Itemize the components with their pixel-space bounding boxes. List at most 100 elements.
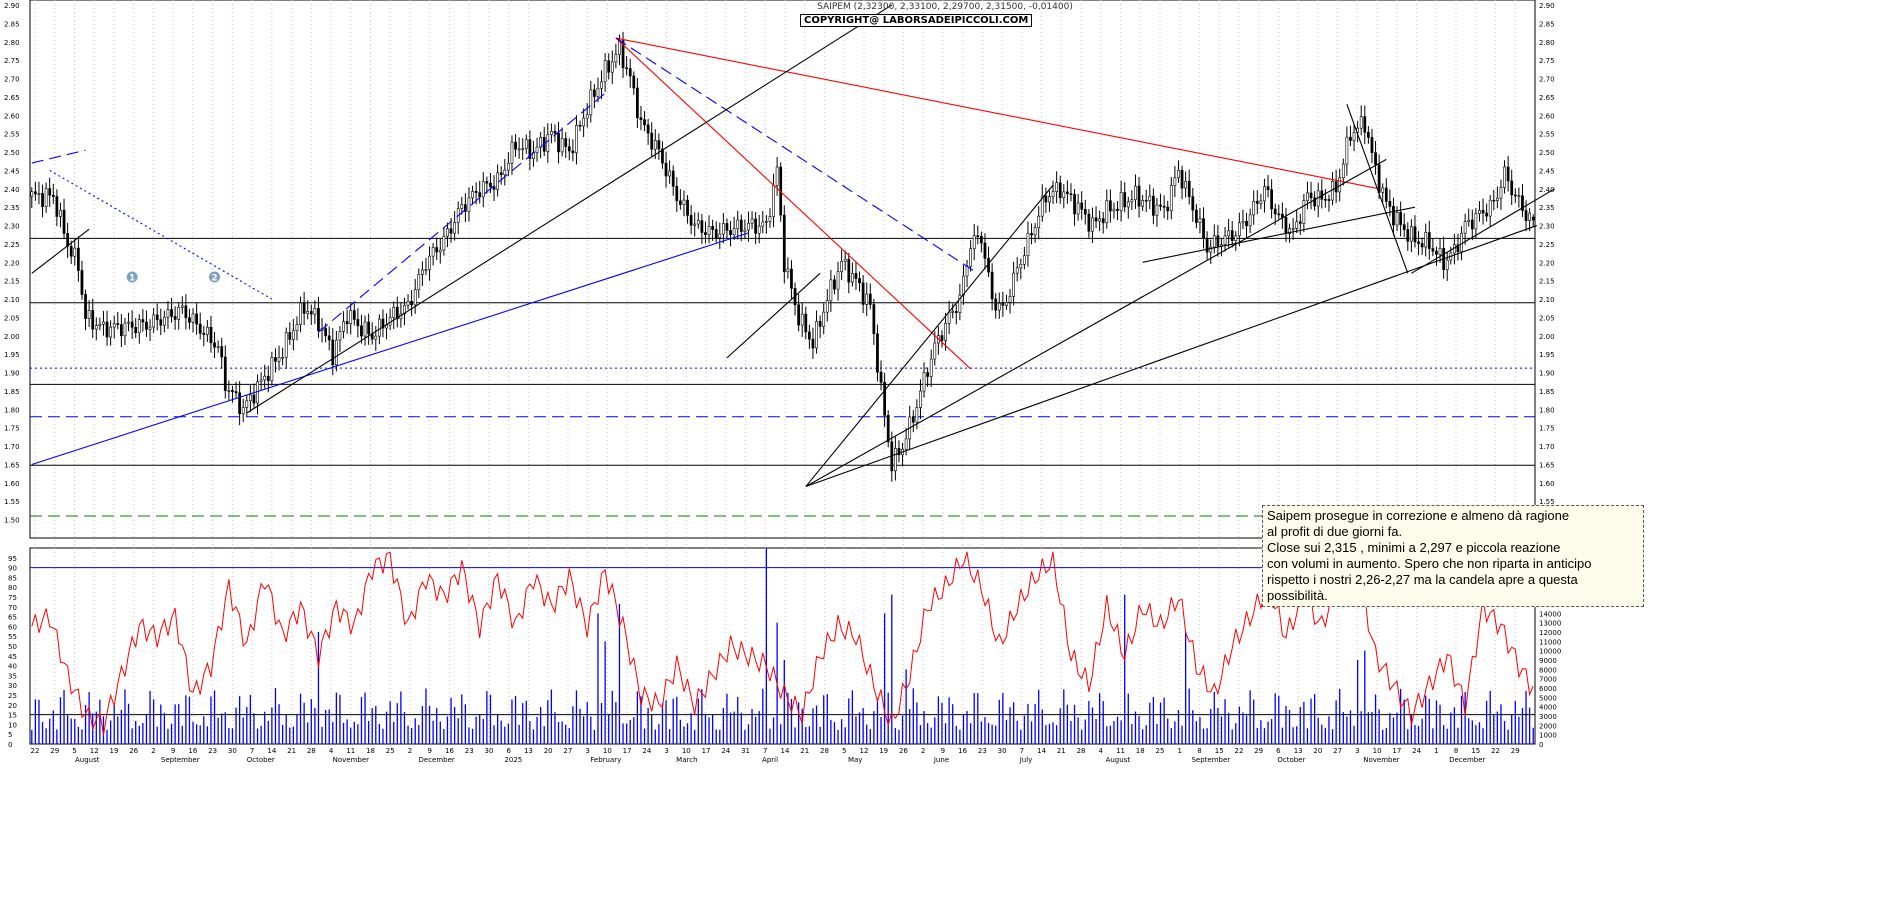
x-day-tick: 5 [72,747,76,755]
candle-body [424,269,428,271]
candle-body [1392,206,1395,226]
trendline [1346,104,1409,274]
candle-body [334,339,338,366]
x-day-tick: 22 [1234,747,1243,755]
x-day-tick: 1 [1178,747,1182,755]
candle-body [883,382,886,416]
candle-body [815,321,818,349]
candle-body [1259,200,1263,204]
candle-body [1410,226,1413,242]
candle-body [610,61,614,73]
candle-body [460,204,464,209]
candle-body [736,219,740,229]
candle-body [661,148,664,164]
candle-body [897,448,901,456]
candle-body [1485,212,1489,217]
candle-body [972,235,976,249]
candle-body [116,323,120,325]
volume-tick: 4000 [1539,704,1557,712]
candle-body [1324,199,1327,201]
x-day-tick: 28 [820,747,829,755]
candle-body [876,333,879,373]
candle-body [1026,232,1030,256]
x-month-label: September [161,756,200,764]
candle-body [879,371,883,383]
candle-body [1005,301,1008,306]
price-tick-left: 1.70 [4,443,20,451]
x-day-tick: 3 [585,747,589,755]
candle-body [356,319,360,327]
trendline [318,92,606,333]
x-day-tick: 9 [171,747,175,755]
candle-body [1080,202,1084,210]
x-day-tick: 30 [484,747,493,755]
price-tick-left: 2.60 [4,112,20,120]
volume-tick: 3000 [1539,713,1557,721]
price-tick-right: 2.20 [1539,259,1555,267]
candle-body [499,172,503,176]
candle-body [381,318,385,329]
ticker-line: SAIPEM (2,32300, 2,33100, 2,29700, 2,315… [817,2,1073,12]
candle-body [1413,226,1417,243]
trendline [246,4,893,414]
candle-body [1402,224,1406,230]
candle-body [420,269,424,275]
candle-body [1503,166,1506,188]
candle-body [790,268,793,289]
x-day-tick: 11 [1116,747,1125,755]
x-month-label: October [247,756,275,764]
price-tick-right: 1.75 [1539,425,1555,433]
volume-tick: 9000 [1539,657,1557,665]
x-day-tick: 25 [1156,747,1165,755]
candle-body [621,40,625,69]
price-tick-right: 2.45 [1539,167,1555,175]
marker-label: 1 [129,274,135,284]
candle-body [1162,205,1166,208]
candle-body [1191,196,1195,211]
trendline [615,37,1380,190]
candle-body [965,265,969,277]
x-month-label: May [848,756,862,764]
x-day-tick: 29 [1254,747,1263,755]
x-day-tick: 31 [741,747,750,755]
price-tick-right: 1.60 [1539,480,1555,488]
candle-body [98,323,102,326]
candle-body [173,316,177,320]
candle-body [1431,248,1435,252]
x-month-label: April [762,756,778,764]
candle-body [238,392,242,414]
x-day-tick: 25 [386,747,395,755]
candle-body [585,114,589,119]
candle-body [1460,232,1463,252]
candle-body [1177,170,1180,179]
candle-body [951,311,955,313]
candle-body [55,196,59,217]
trendline [31,232,749,466]
candle-body [263,375,267,381]
price-tick-right: 2.90 [1539,2,1555,10]
candle-body [1427,232,1431,249]
x-month-label: March [676,756,697,764]
candle-body [1126,201,1130,208]
candle-body [721,223,725,235]
candle-body [467,197,471,212]
volume-tick: 5000 [1539,694,1557,702]
candle-body [209,326,213,344]
candle-body [1521,195,1524,211]
candle-body [274,357,277,362]
candle-body [944,323,947,341]
rsi-tick: 30 [8,682,17,690]
price-tick-left: 1.90 [4,370,20,378]
trendline [726,272,821,359]
price-panel-frame [29,0,1536,539]
price-tick-left: 2.50 [4,149,20,157]
candle-body [1119,192,1123,211]
candle-body [1073,194,1076,215]
price-tick-left: 2.15 [4,278,20,286]
candle-body [958,294,962,313]
price-tick-left: 2.45 [4,167,20,175]
x-day-tick: 2 [921,747,925,755]
price-tick-left: 2.05 [4,314,20,322]
candle-body [1076,202,1080,215]
